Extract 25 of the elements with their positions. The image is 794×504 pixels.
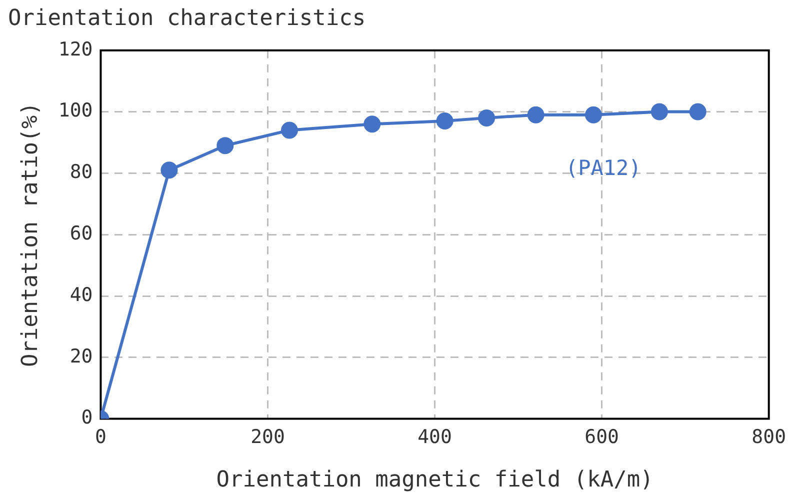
- y-tick-label: 100: [58, 100, 93, 122]
- y-axis-title: Orientation ratio(%): [18, 102, 43, 368]
- x-tick-label: 400: [418, 426, 452, 448]
- y-tick-label: 0: [81, 406, 93, 429]
- point: [280, 122, 298, 139]
- x-tick-label: 600: [584, 426, 619, 448]
- x-axis-title: Orientation magnetic field (kA/m): [216, 468, 654, 493]
- chart-title: Orientation characteristics: [8, 6, 366, 31]
- y-tick-label: 40: [70, 284, 93, 306]
- x-tick-label: 800: [752, 426, 786, 448]
- point: [478, 109, 496, 126]
- point: [364, 116, 381, 133]
- y-tick-label: 120: [58, 38, 93, 60]
- point: [436, 112, 454, 130]
- y-tick-label: 80: [70, 161, 93, 184]
- y-tick-label: 60: [70, 222, 93, 245]
- point: [216, 137, 234, 154]
- point: [527, 106, 544, 124]
- point: [689, 103, 706, 120]
- y-tick-label: 20: [70, 345, 93, 368]
- x-tick-label: 200: [250, 426, 285, 448]
- series-label: (PA12): [565, 156, 642, 180]
- point: [650, 103, 668, 120]
- point: [160, 162, 178, 179]
- point: [584, 106, 602, 124]
